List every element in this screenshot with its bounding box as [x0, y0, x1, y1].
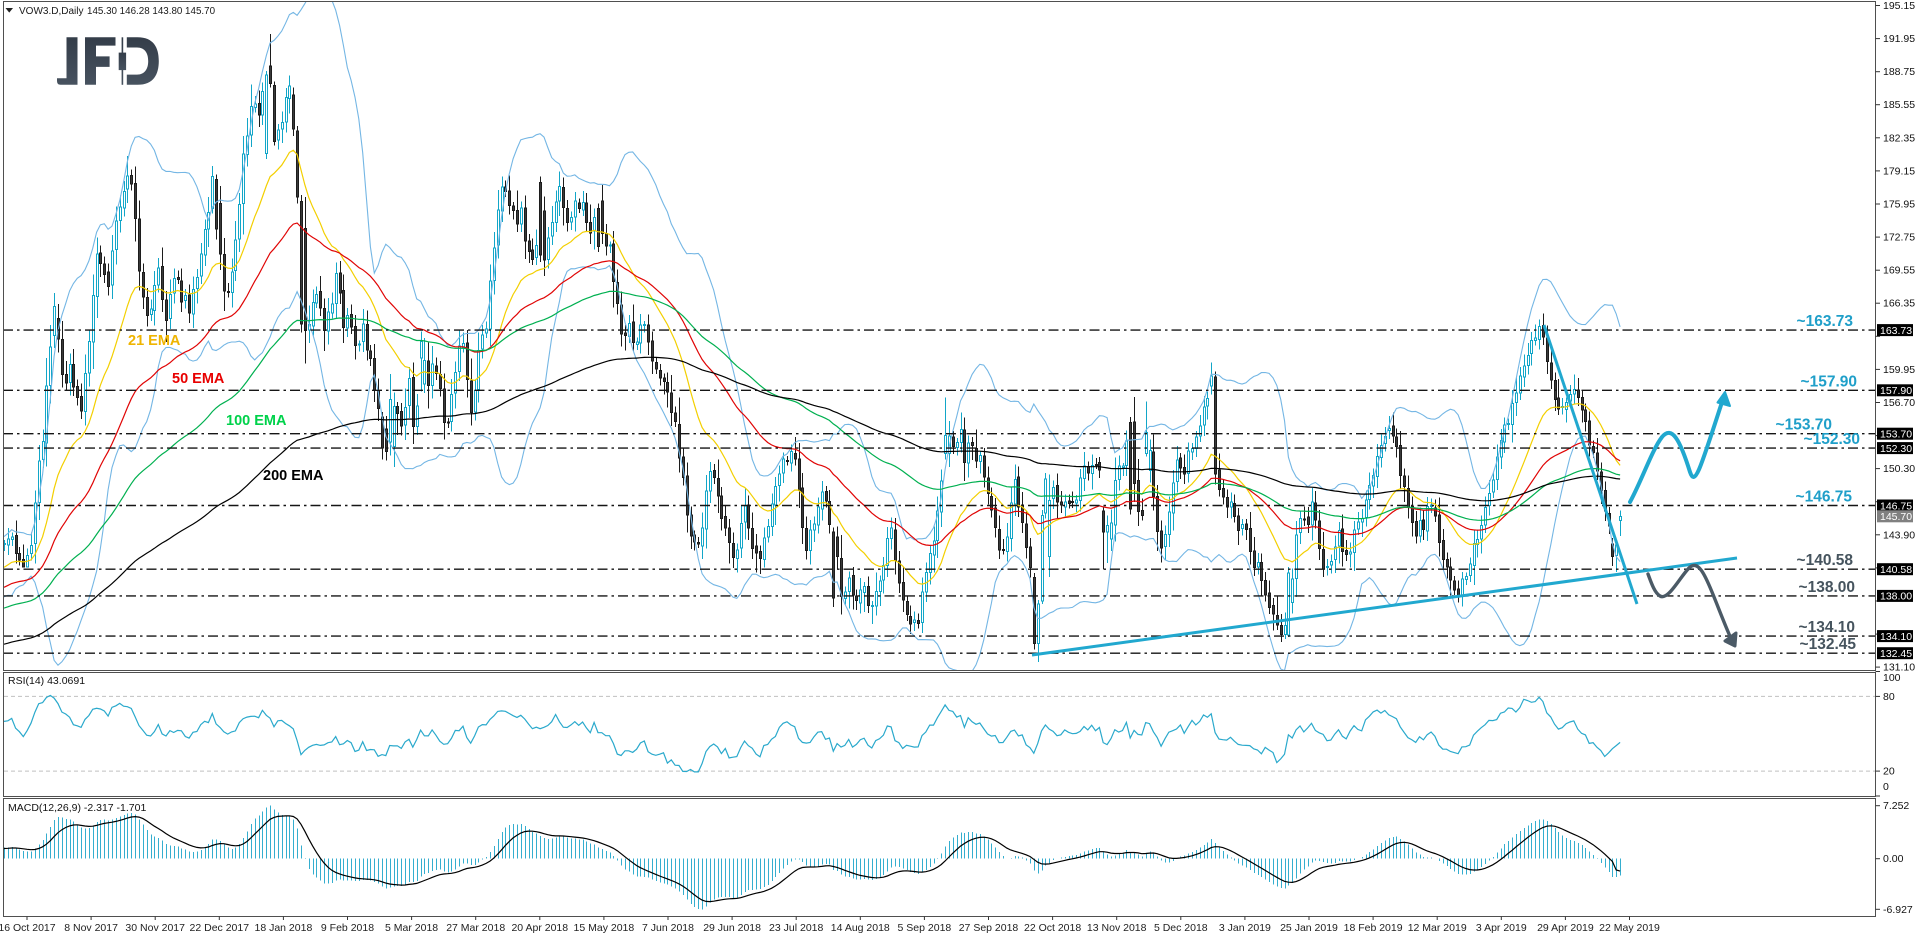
svg-text:9 Feb 2018: 9 Feb 2018: [321, 922, 374, 934]
svg-text:179.15: 179.15: [1883, 165, 1915, 177]
svg-text:13 Nov 2018: 13 Nov 2018: [1087, 922, 1147, 934]
svg-text:138.00: 138.00: [1880, 591, 1912, 603]
svg-text:0.00: 0.00: [1883, 853, 1904, 865]
svg-text:29 Apr 2019: 29 Apr 2019: [1537, 922, 1594, 934]
svg-text:153.70: 153.70: [1880, 429, 1912, 441]
svg-text:166.35: 166.35: [1883, 298, 1915, 310]
svg-text:20: 20: [1883, 766, 1895, 778]
svg-text:132.45: 132.45: [1880, 648, 1912, 660]
svg-text:~157.90: ~157.90: [1801, 373, 1857, 390]
svg-text:~163.73: ~163.73: [1797, 313, 1854, 330]
svg-text:200 EMA: 200 EMA: [263, 468, 324, 484]
svg-text:145.30 146.28 143.80 145.70: 145.30 146.28 143.80 145.70: [87, 6, 216, 17]
svg-text:131.10: 131.10: [1883, 662, 1915, 674]
svg-text:~140.58: ~140.58: [1797, 552, 1854, 569]
svg-text:163.73: 163.73: [1880, 325, 1912, 337]
svg-text:0: 0: [1883, 781, 1889, 793]
svg-text:7.252: 7.252: [1883, 800, 1909, 812]
svg-text:21 EMA: 21 EMA: [128, 333, 181, 349]
svg-text:15 May 2018: 15 May 2018: [574, 922, 635, 934]
svg-text:169.55: 169.55: [1883, 265, 1915, 277]
svg-text:~153.70: ~153.70: [1776, 417, 1832, 434]
svg-text:143.90: 143.90: [1883, 529, 1915, 541]
svg-text:~138.00: ~138.00: [1799, 579, 1855, 596]
svg-text:182.35: 182.35: [1883, 132, 1915, 144]
svg-text:~152.30: ~152.30: [1804, 431, 1860, 448]
svg-text:16 Oct 2017: 16 Oct 2017: [0, 922, 56, 934]
svg-text:134.10: 134.10: [1880, 631, 1912, 643]
svg-text:175.95: 175.95: [1883, 199, 1915, 211]
svg-text:~132.45: ~132.45: [1800, 636, 1857, 653]
svg-text:157.90: 157.90: [1880, 385, 1912, 397]
svg-text:159.95: 159.95: [1883, 364, 1915, 376]
svg-text:172.75: 172.75: [1883, 232, 1915, 244]
svg-text:12 Mar 2019: 12 Mar 2019: [1408, 922, 1467, 934]
svg-text:22 Oct 2018: 22 Oct 2018: [1024, 922, 1081, 934]
svg-text:188.75: 188.75: [1883, 66, 1915, 78]
svg-text:-6.927: -6.927: [1883, 904, 1913, 916]
svg-text:146.75: 146.75: [1880, 500, 1912, 512]
svg-text:25 Jan 2019: 25 Jan 2019: [1280, 922, 1338, 934]
svg-text:140.58: 140.58: [1880, 564, 1912, 576]
svg-text:156.70: 156.70: [1883, 397, 1915, 409]
svg-text:50 EMA: 50 EMA: [172, 371, 225, 387]
svg-text:185.55: 185.55: [1883, 99, 1915, 111]
svg-text:5 Dec 2018: 5 Dec 2018: [1154, 922, 1208, 934]
svg-text:22 May 2019: 22 May 2019: [1599, 922, 1660, 934]
svg-text:80: 80: [1883, 691, 1895, 703]
svg-text:195.15: 195.15: [1883, 0, 1915, 12]
svg-text:22 Dec 2017: 22 Dec 2017: [190, 922, 250, 934]
svg-text:30 Nov 2017: 30 Nov 2017: [125, 922, 185, 934]
svg-text:152.30: 152.30: [1880, 443, 1912, 455]
svg-text:7 Jun 2018: 7 Jun 2018: [642, 922, 694, 934]
svg-text:18 Feb 2019: 18 Feb 2019: [1344, 922, 1403, 934]
svg-text:MACD(12,26,9) -2.317 -1.701: MACD(12,26,9) -2.317 -1.701: [8, 802, 146, 814]
svg-text:~146.75: ~146.75: [1796, 489, 1853, 506]
svg-text:100: 100: [1883, 672, 1901, 684]
svg-text:100 EMA: 100 EMA: [226, 413, 287, 429]
svg-text:14 Aug 2018: 14 Aug 2018: [831, 922, 890, 934]
svg-text:5 Sep 2018: 5 Sep 2018: [898, 922, 952, 934]
svg-text:~134.10: ~134.10: [1799, 619, 1855, 636]
svg-text:5 Mar 2018: 5 Mar 2018: [385, 922, 438, 934]
svg-text:27 Sep 2018: 27 Sep 2018: [959, 922, 1019, 934]
svg-text:18 Jan 2018: 18 Jan 2018: [254, 922, 312, 934]
svg-text:3 Jan 2019: 3 Jan 2019: [1219, 922, 1271, 934]
svg-text:27 Mar 2018: 27 Mar 2018: [446, 922, 505, 934]
svg-text:150.30: 150.30: [1883, 463, 1915, 475]
svg-text:145.70: 145.70: [1880, 511, 1912, 523]
svg-text:VOW3.D,Daily: VOW3.D,Daily: [19, 6, 83, 17]
svg-text:8 Nov 2017: 8 Nov 2017: [64, 922, 118, 934]
svg-text:20 Apr 2018: 20 Apr 2018: [511, 922, 568, 934]
svg-text:23 Jul 2018: 23 Jul 2018: [769, 922, 823, 934]
svg-text:29 Jun 2018: 29 Jun 2018: [703, 922, 761, 934]
svg-text:RSI(14) 43.0691: RSI(14) 43.0691: [8, 675, 85, 687]
svg-text:191.95: 191.95: [1883, 33, 1915, 45]
svg-text:3 Apr 2019: 3 Apr 2019: [1476, 922, 1527, 934]
